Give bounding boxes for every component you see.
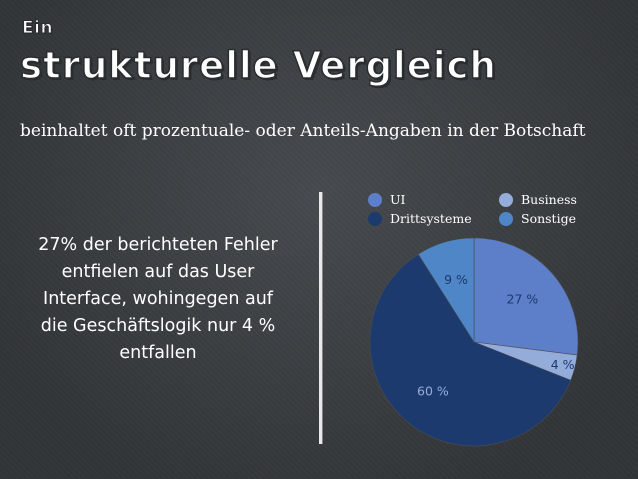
legend-swatch-business xyxy=(499,192,513,207)
pie-label-ui: 27 % xyxy=(507,291,539,306)
slide-title: strukturelle Vergleich xyxy=(19,43,497,88)
slide-subtitle: beinhaltet oft prozentuale- oder Anteils… xyxy=(20,121,586,141)
legend-item-sonstige: Sonstige xyxy=(499,211,576,226)
vertical-divider xyxy=(319,192,322,444)
callout-text: 27% der berichteten Fehler entfielen auf… xyxy=(38,235,278,363)
legend-item-drittsysteme: Drittsysteme xyxy=(368,211,472,226)
legend-swatch-drittsysteme xyxy=(368,211,382,226)
legend-swatch-sonstige xyxy=(499,211,513,226)
legend-label-drittsysteme: Drittsysteme xyxy=(390,211,472,226)
pie-slice-drittsysteme xyxy=(369,253,572,447)
legend-swatch-ui xyxy=(368,192,382,207)
pie-label-drittsysteme: 60 % xyxy=(417,384,449,399)
legend-item-ui: UI xyxy=(368,192,405,207)
legend-label-business: Business xyxy=(521,192,577,207)
chart-legend: UI Business Drittsysteme Sonstige xyxy=(368,192,618,232)
legend-item-business: Business xyxy=(499,192,577,207)
legend-label-sonstige: Sonstige xyxy=(521,211,576,226)
pie-slice-sonstige xyxy=(417,237,475,344)
pie-label-business: 4 % xyxy=(551,357,575,372)
pie-slice-ui xyxy=(473,237,579,356)
pie-label-sonstige: 9 % xyxy=(444,272,468,287)
pie-chart: 27 % 4 % 60 % 9 % xyxy=(369,237,579,447)
kicker-text: Ein xyxy=(21,18,54,39)
legend-label-ui: UI xyxy=(390,192,406,207)
